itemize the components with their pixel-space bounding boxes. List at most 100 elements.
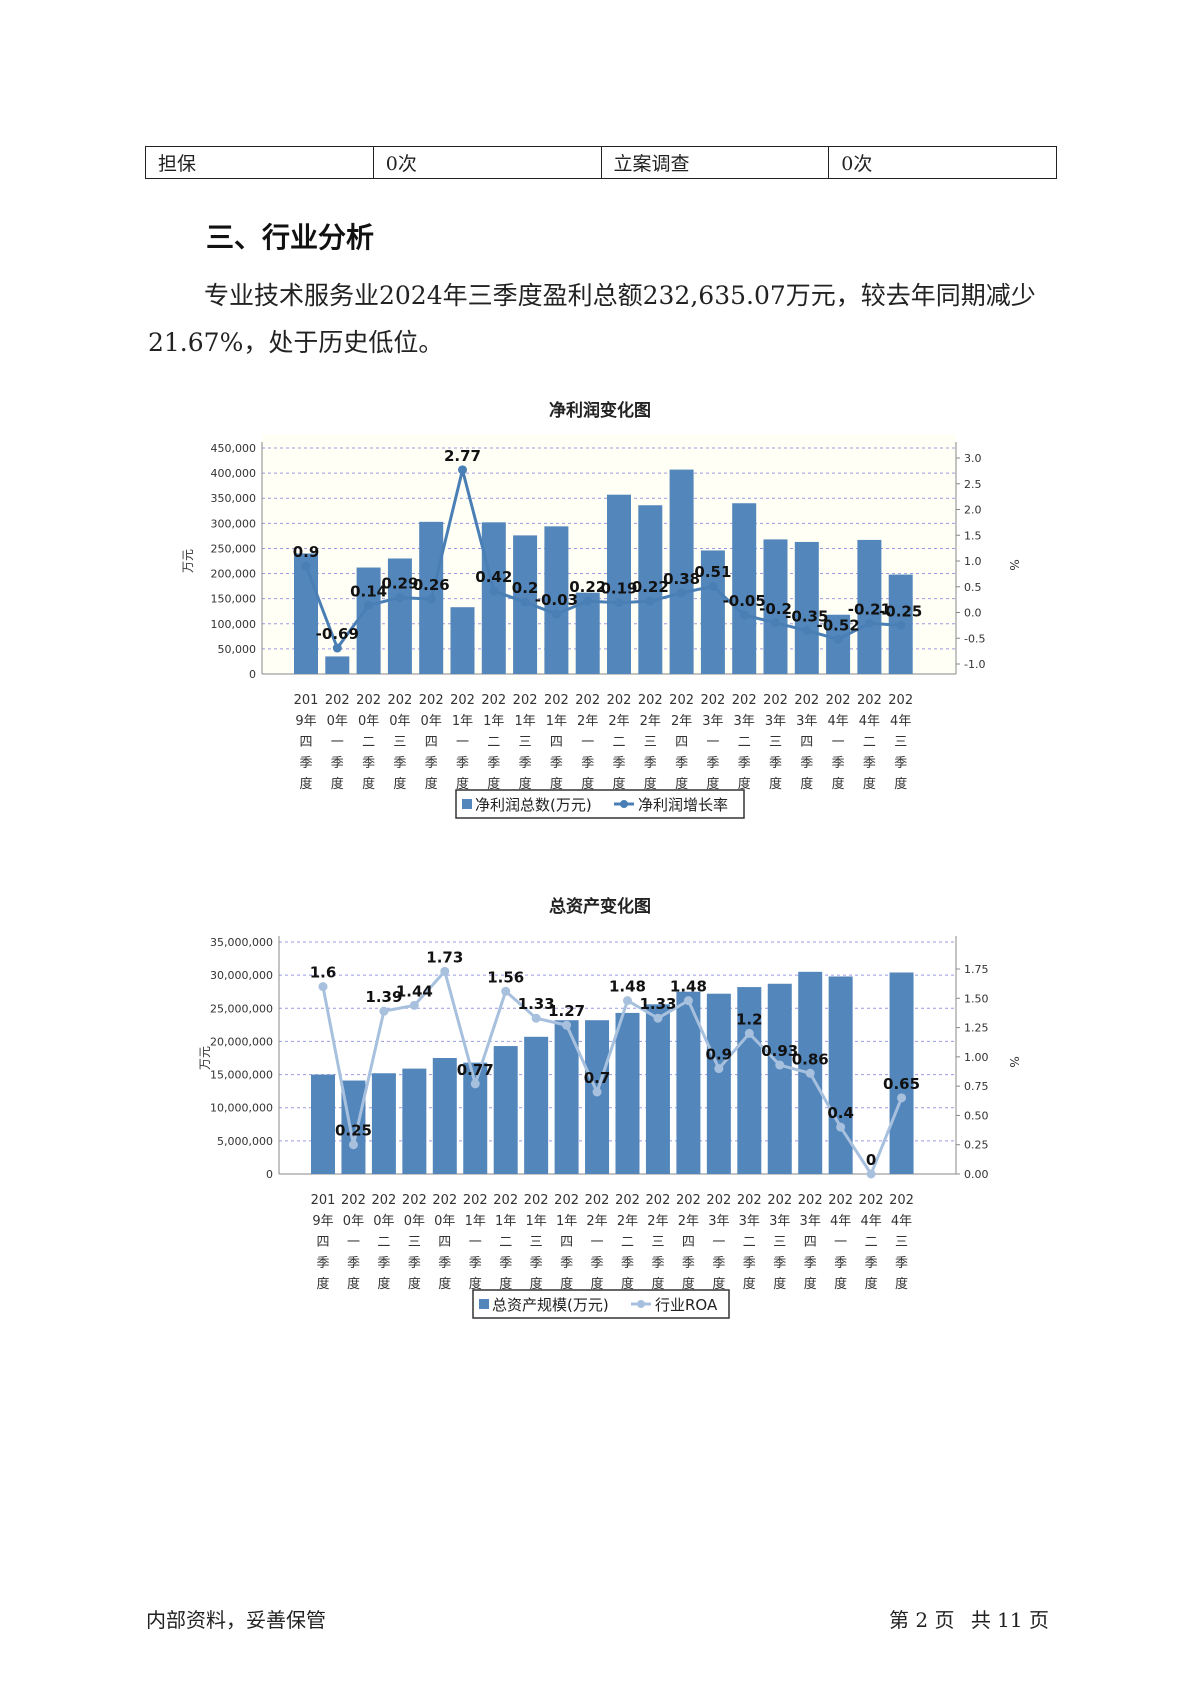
- y-tick-label: 400,000: [211, 467, 257, 480]
- data-label: 0.14: [350, 582, 387, 600]
- series-point: [348, 1140, 358, 1150]
- bar: [767, 983, 792, 1174]
- series-point: [364, 600, 374, 610]
- data-label: 1.2: [736, 1010, 763, 1028]
- data-label: 1.33: [518, 995, 555, 1013]
- series-point: [489, 586, 499, 596]
- x-tick-label: 202 1年二季度: [493, 1193, 518, 1292]
- x-tick-label: 202 1年三季度: [513, 693, 538, 792]
- y-tick-label: 200,000: [211, 568, 257, 581]
- data-label: 0.86: [792, 1050, 829, 1068]
- series-point: [332, 643, 342, 653]
- x-tick-label: 202 3年三季度: [767, 1193, 792, 1292]
- data-label: 0.77: [457, 1061, 494, 1079]
- y-axis-label: 万元: [181, 549, 195, 573]
- bar: [585, 1020, 610, 1174]
- y2-tick-label: 0.75: [964, 1080, 989, 1093]
- footer-page-label: 第 2 页: [889, 1608, 955, 1632]
- legend: 总资产规模(万元) 行业ROA: [472, 1289, 730, 1319]
- x-tick-label: 202 3年三季度: [763, 693, 788, 792]
- table-cell-investigation-label: 立案调查: [600, 146, 830, 179]
- series-point: [645, 596, 655, 606]
- data-label: 1.56: [487, 968, 524, 986]
- data-label: 1.48: [670, 978, 707, 996]
- x-tick-label: 202 4年三季度: [889, 1193, 914, 1292]
- legend: 净利润总数(万元) 净利润增长率: [455, 789, 745, 819]
- y2-tick-label: 1.0: [964, 555, 982, 568]
- y2-tick-label: -1.0: [964, 658, 985, 671]
- x-tick-label: 202 1年四季度: [544, 693, 569, 792]
- data-label: 1.48: [609, 978, 646, 996]
- bar: [371, 1073, 396, 1174]
- data-label: 0.9: [293, 543, 320, 561]
- footer-confidential-note: 内部资料，妥善保管: [146, 1608, 326, 1632]
- y-tick-label: 0: [249, 668, 256, 681]
- data-label: -0.2: [759, 600, 792, 618]
- x-tick-label: 202 1年三季度: [524, 1193, 549, 1292]
- series-point: [318, 982, 328, 992]
- x-tick-label: 201 9年四季度: [294, 693, 319, 792]
- x-tick-label: 202 0年一季度: [325, 693, 350, 792]
- bar: [732, 503, 757, 674]
- x-tick-label: 202 1年二季度: [481, 693, 506, 792]
- legend-label-line: 行业ROA: [655, 1296, 718, 1314]
- table-row: 担保 0次 立案调查 0次: [145, 146, 1057, 179]
- series-point: [531, 1013, 541, 1023]
- bar: [763, 539, 788, 674]
- y2-axis-label: %: [1007, 1056, 1021, 1067]
- x-tick-label: 202 4年二季度: [859, 1193, 884, 1292]
- x-tick-label: 202 2年二季度: [607, 693, 632, 792]
- data-label: 1.33: [639, 995, 676, 1013]
- x-tick-label: 202 0年三季度: [402, 1193, 427, 1292]
- x-tick-label: 202 0年一季度: [341, 1193, 366, 1292]
- y2-tick-label: 2.5: [964, 478, 982, 491]
- data-label: -0.52: [816, 616, 859, 634]
- bar: [700, 550, 725, 674]
- series-point: [866, 1169, 876, 1179]
- data-label: 0.26: [413, 576, 450, 594]
- series-point: [440, 966, 450, 976]
- x-tick-label: 202 0年四季度: [419, 693, 444, 792]
- y-tick-label: 15,000,000: [210, 1069, 273, 1082]
- legend-swatch-bar: [479, 1299, 489, 1309]
- legend-label-line: 净利润增长率: [638, 796, 728, 814]
- y2-tick-label: -0.5: [964, 632, 985, 645]
- table-cell-investigation-value: 0次: [828, 146, 1057, 179]
- data-label: 0: [866, 1151, 876, 1169]
- data-label: -0.21: [848, 600, 891, 618]
- series-point: [395, 593, 405, 603]
- series-point: [409, 1000, 419, 1010]
- series-point: [897, 1093, 907, 1103]
- bar: [889, 972, 914, 1174]
- bar: [325, 656, 350, 674]
- y2-tick-label: 0.50: [964, 1109, 989, 1122]
- data-label: 0.2: [512, 579, 539, 597]
- data-label: 2.77: [444, 447, 481, 465]
- x-tick-label: 202 2年三季度: [638, 693, 663, 792]
- footer-page-number: 第 2 页 共 11 页: [889, 1604, 1059, 1633]
- series-point: [562, 1020, 572, 1030]
- x-tick-label: 202 2年四季度: [676, 1193, 701, 1292]
- y-tick-label: 100,000: [211, 618, 257, 631]
- data-label: 0.29: [381, 575, 418, 593]
- info-table: 担保 0次 立案调查 0次: [145, 146, 1057, 179]
- y2-tick-label: 1.5: [964, 529, 982, 542]
- data-label: -0.05: [723, 592, 766, 610]
- legend-box: [455, 789, 745, 819]
- table-cell-guarantee-label: 担保: [145, 146, 374, 179]
- legend-swatch-point: [620, 800, 628, 808]
- y-tick-label: 10,000,000: [210, 1102, 273, 1115]
- data-label: -0.69: [316, 625, 359, 643]
- series-point: [739, 610, 749, 620]
- y2-axis-label: %: [1007, 559, 1021, 570]
- data-label: 0.42: [475, 568, 512, 586]
- data-label: 0.25: [335, 1122, 372, 1140]
- series-point: [714, 1064, 724, 1074]
- data-label: 1.27: [548, 1002, 585, 1020]
- y-tick-label: 450,000: [211, 442, 257, 455]
- series-point: [551, 609, 561, 619]
- bar: [737, 987, 762, 1174]
- y2-tick-label: 3.0: [964, 452, 982, 465]
- x-tick-label: 202 4年二季度: [857, 693, 882, 792]
- series-point: [836, 1122, 846, 1132]
